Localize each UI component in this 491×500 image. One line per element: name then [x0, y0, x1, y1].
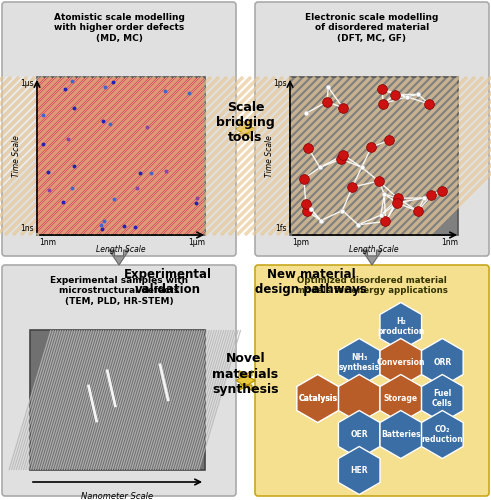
Polygon shape [362, 250, 382, 265]
Text: NH₃
synthesis: NH₃ synthesis [339, 353, 380, 372]
Polygon shape [297, 374, 338, 422]
Polygon shape [236, 370, 255, 390]
Text: CO₂
reduction: CO₂ reduction [421, 425, 463, 444]
Polygon shape [338, 338, 380, 386]
Text: 1fs: 1fs [275, 224, 287, 233]
Text: HER: HER [351, 466, 368, 475]
FancyBboxPatch shape [2, 2, 236, 256]
Text: 1μm: 1μm [188, 238, 205, 247]
Bar [30, 330, 205, 470]
Text: Catalysis: Catalysis [298, 394, 337, 403]
Text: New material
design pathways: New material design pathways [255, 268, 367, 296]
Text: 1pm: 1pm [292, 238, 309, 247]
Text: Fuel
Cells: Fuel Cells [432, 389, 453, 408]
Text: Optimized disordered material
models for energy applications: Optimized disordered material models for… [296, 276, 448, 295]
Text: Novel
materials
synthesis: Novel materials synthesis [212, 352, 279, 396]
Text: Nanometer Scale: Nanometer Scale [82, 492, 154, 500]
Text: Electronic scale modelling
of disordered material
(DFT, MC, GF): Electronic scale modelling of disordered… [305, 13, 438, 43]
Text: ORR: ORR [433, 358, 452, 367]
FancyBboxPatch shape [255, 2, 489, 256]
Polygon shape [380, 338, 422, 386]
Text: Time Scale: Time Scale [266, 135, 274, 177]
Text: OER: OER [351, 430, 368, 439]
Polygon shape [297, 374, 338, 422]
FancyBboxPatch shape [2, 265, 236, 496]
Polygon shape [380, 410, 422, 459]
Text: 1ns: 1ns [20, 224, 34, 233]
Text: 1nm: 1nm [39, 238, 56, 247]
Bar [290, 77, 458, 235]
Polygon shape [422, 410, 463, 459]
Text: Storage: Storage [384, 394, 418, 403]
Polygon shape [422, 338, 463, 386]
Text: Experimental
validation: Experimental validation [124, 268, 212, 296]
Text: Length Scale: Length Scale [349, 245, 399, 254]
Polygon shape [236, 119, 255, 139]
Polygon shape [109, 250, 129, 265]
Text: Batteries: Batteries [381, 430, 421, 439]
Text: Scale
bridging
tools: Scale bridging tools [216, 101, 275, 144]
Text: Catalysis: Catalysis [298, 394, 337, 403]
Text: Time Scale: Time Scale [12, 135, 22, 177]
Text: Length Scale: Length Scale [96, 245, 146, 254]
Polygon shape [380, 302, 422, 350]
Polygon shape [338, 410, 380, 459]
Text: Atomistic scale modelling
with higher order defects
(MD, MC): Atomistic scale modelling with higher or… [54, 13, 185, 43]
Polygon shape [338, 374, 380, 422]
Text: H₂
production: H₂ production [377, 317, 425, 336]
Text: 1ps: 1ps [273, 79, 287, 88]
Text: Experimental samples with
microstructural defects
(TEM, PLD, HR-STEM): Experimental samples with microstructura… [50, 276, 188, 306]
Text: Conversion: Conversion [377, 358, 425, 367]
Polygon shape [338, 446, 380, 494]
Text: 1nm: 1nm [441, 238, 458, 247]
Polygon shape [380, 374, 422, 422]
Text: 1μs: 1μs [20, 79, 34, 88]
FancyBboxPatch shape [255, 265, 489, 496]
Bar [37, 77, 205, 235]
Polygon shape [422, 374, 463, 422]
